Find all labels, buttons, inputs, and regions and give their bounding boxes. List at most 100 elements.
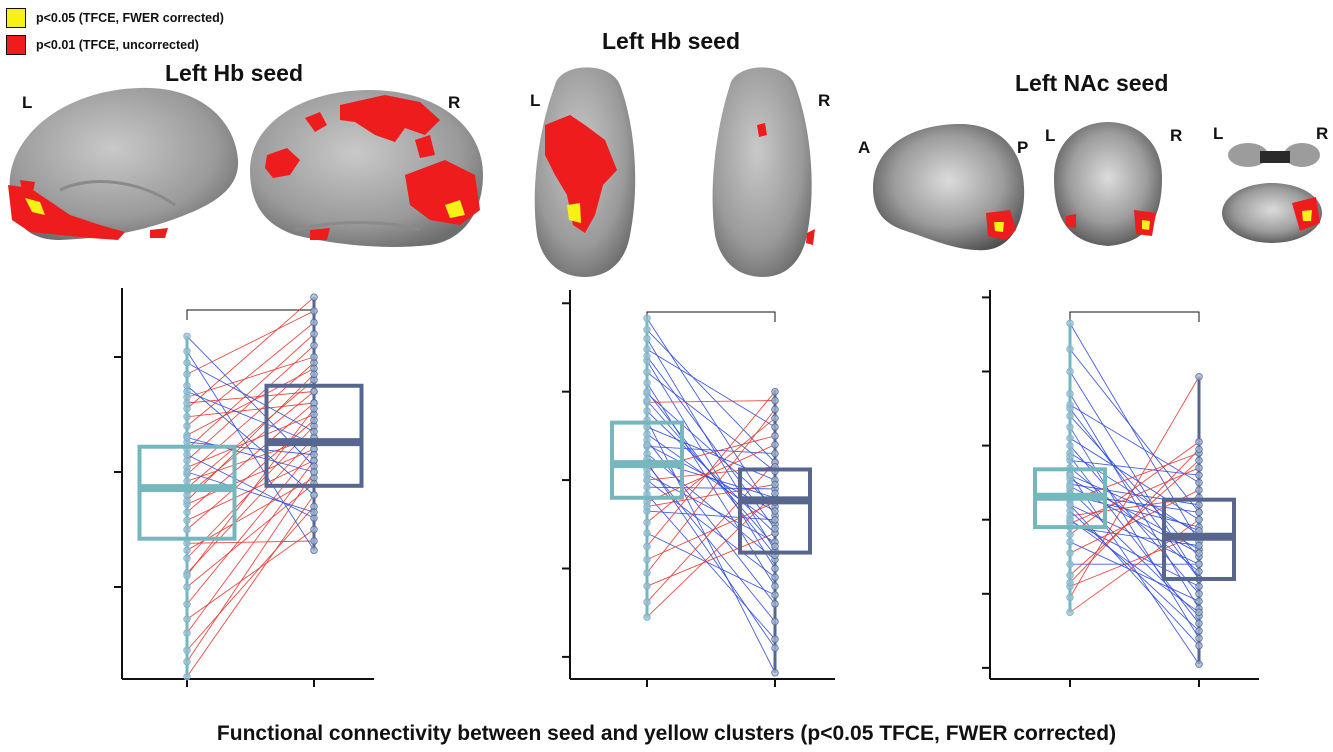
data-point (1066, 593, 1074, 602)
paired-line (646, 417, 776, 523)
paired-line (1069, 452, 1200, 501)
data-point (1195, 501, 1203, 509)
data-point (310, 370, 318, 378)
data-point (183, 600, 191, 608)
paired-line (646, 391, 776, 547)
data-point (771, 582, 779, 590)
data-point (1066, 412, 1074, 420)
paired-line (1069, 534, 1200, 587)
data-point (771, 387, 779, 396)
paired-line (646, 493, 776, 640)
paired-line (1069, 371, 1200, 580)
paired-line (646, 463, 776, 622)
data-point (771, 507, 779, 515)
data-point (771, 542, 779, 551)
data-point (183, 347, 191, 355)
data-point (1066, 404, 1074, 413)
data-point (1066, 608, 1074, 617)
data-point (771, 489, 779, 498)
data-point (1195, 567, 1203, 576)
paired-line (186, 391, 315, 444)
legend-label: p<0.05 (TFCE, FWER corrected) (36, 10, 224, 25)
data-point (183, 546, 191, 554)
data-point (1066, 471, 1074, 479)
brain-surface-lateral-right (250, 90, 483, 247)
data-point (1066, 441, 1074, 450)
data-point (771, 449, 779, 458)
data-point (1195, 471, 1203, 479)
data-point (310, 468, 318, 476)
data-point (771, 405, 779, 414)
data-point (1066, 482, 1074, 491)
data-point (183, 615, 191, 623)
paired-line (1069, 393, 1200, 609)
legend-swatch-red (6, 34, 26, 55)
data-point (1195, 478, 1203, 487)
data-point (643, 326, 651, 334)
data-point (183, 583, 191, 591)
paired-line (186, 333, 315, 450)
paired-line (646, 474, 776, 543)
data-point (183, 497, 191, 505)
data-point (771, 525, 779, 533)
paired-line (1069, 473, 1200, 665)
significance-bracket (646, 311, 776, 322)
data-point (1066, 390, 1074, 398)
data-point (310, 353, 318, 361)
data-point (771, 396, 779, 405)
data-point (1066, 345, 1074, 353)
side-label-right: R (1170, 126, 1183, 145)
figure-caption: Functional connectivity between seed and… (216, 722, 1117, 745)
data-point (183, 359, 191, 367)
paired-line (646, 446, 776, 455)
data-point (1195, 438, 1203, 446)
paired-line (186, 540, 315, 544)
paired-line (646, 409, 776, 574)
side-label-left: L (22, 93, 33, 112)
panel-title: Left Hb seed (165, 60, 304, 86)
side-label-posterior: P (1017, 138, 1029, 157)
data-point (310, 405, 318, 413)
chart-left-nac-sfc (982, 290, 1259, 687)
side-label-right: R (448, 93, 461, 112)
data-point (183, 477, 191, 485)
paired-line (186, 437, 315, 574)
data-point (1066, 367, 1074, 376)
data-point (771, 516, 779, 524)
data-point (183, 554, 191, 562)
data-point (1195, 582, 1203, 591)
paired-line (186, 471, 315, 663)
data-point (771, 573, 779, 582)
paired-line (186, 460, 315, 521)
mri-axial-slice (1222, 143, 1322, 243)
data-point (1066, 549, 1074, 557)
side-label-left: L (530, 91, 541, 110)
side-label-right: R (818, 91, 831, 110)
paired-line (1069, 404, 1200, 484)
paired-line (186, 454, 315, 519)
paired-line (646, 318, 776, 516)
paired-line (186, 448, 315, 505)
data-point (310, 318, 318, 327)
paired-line (186, 385, 315, 496)
data-point (1066, 560, 1074, 568)
paired-line (646, 329, 776, 463)
paired-line (646, 400, 776, 403)
brain-surface-dorsal (712, 67, 815, 277)
paired-line (186, 310, 315, 375)
paired-line (186, 437, 315, 473)
data-point (183, 525, 191, 534)
paired-line (646, 391, 776, 556)
paired-line (646, 532, 776, 587)
paired-line (186, 379, 315, 489)
data-point (643, 613, 651, 621)
data-point (1195, 541, 1203, 550)
paired-line (1069, 467, 1200, 524)
paired-line (646, 462, 776, 603)
data-point (643, 529, 651, 537)
chart-left-hb-sfc-2 (562, 290, 835, 687)
data-point (1066, 423, 1074, 431)
data-point (1195, 608, 1203, 617)
data-point (643, 582, 651, 590)
data-point (1195, 515, 1203, 524)
